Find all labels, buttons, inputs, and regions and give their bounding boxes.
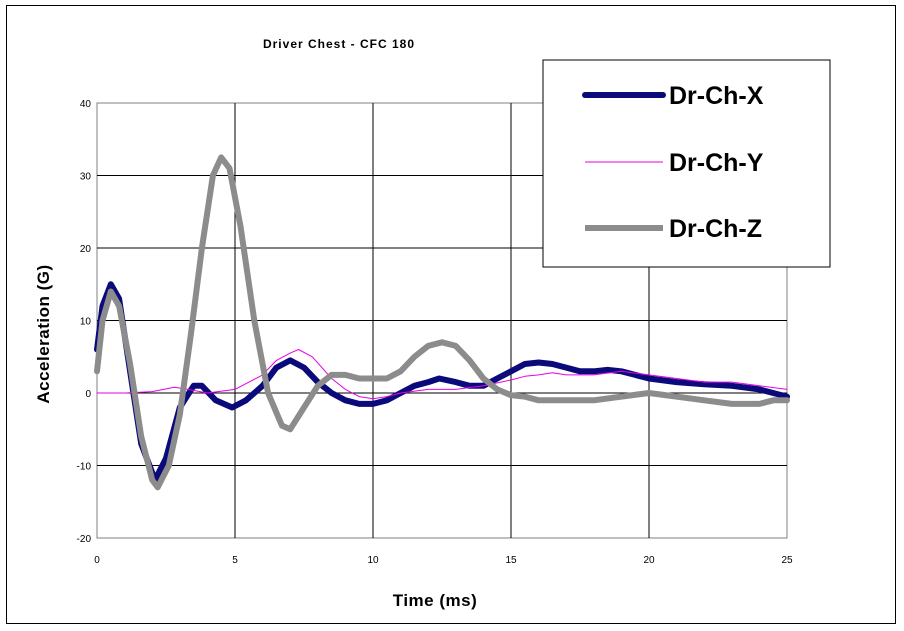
legend-label-dr-ch-z: Dr-Ch-Z	[669, 215, 762, 243]
x-tick-label: 10	[367, 555, 379, 566]
plot-area: 40 30 20 10 0 -10 -20 0 5 10 15 20 25	[77, 99, 793, 566]
y-tick-label: 20	[80, 244, 92, 255]
y-tick-label: 40	[80, 99, 92, 110]
y-tick-label: -10	[77, 462, 92, 473]
series-line-dr-ch-x	[94, 281, 790, 483]
x-tick-label: 0	[94, 555, 100, 566]
legend: Dr-Ch-X Dr-Ch-Y Dr-Ch-Z	[542, 59, 831, 268]
y-axis-title: Acceleration (G)	[34, 264, 53, 403]
x-tick-label: 15	[505, 555, 517, 566]
x-tick-label: 20	[643, 555, 655, 566]
x-axis-title: Time (ms)	[393, 591, 478, 610]
series-lines	[94, 154, 790, 491]
x-tick-label: 5	[232, 555, 238, 566]
x-tick-label: 25	[781, 555, 793, 566]
x-tick-labels: 0 5 10 15 20 25	[94, 555, 793, 566]
legend-label-dr-ch-x: Dr-Ch-X	[669, 82, 764, 110]
chart-frame: Driver Chest - CFC 180 40 30 20 10 0 -10 -20 0…	[6, 5, 896, 624]
y-tick-labels: 40 30 20 10 0 -10 -20	[77, 99, 92, 545]
chart-title: Driver Chest - CFC 180	[263, 37, 415, 51]
legend-label-dr-ch-y: Dr-Ch-Y	[669, 149, 764, 177]
chart-svg: Driver Chest - CFC 180 40 30 20 10 0 -10 -20 0…	[34, 37, 831, 610]
y-tick-label: 10	[80, 317, 92, 328]
y-tick-label: 30	[80, 172, 92, 183]
y-tick-label: -20	[77, 534, 92, 545]
series-line-dr-ch-z	[94, 154, 790, 491]
series-line-dr-ch-y	[96, 349, 788, 400]
y-tick-label: 0	[85, 389, 91, 400]
